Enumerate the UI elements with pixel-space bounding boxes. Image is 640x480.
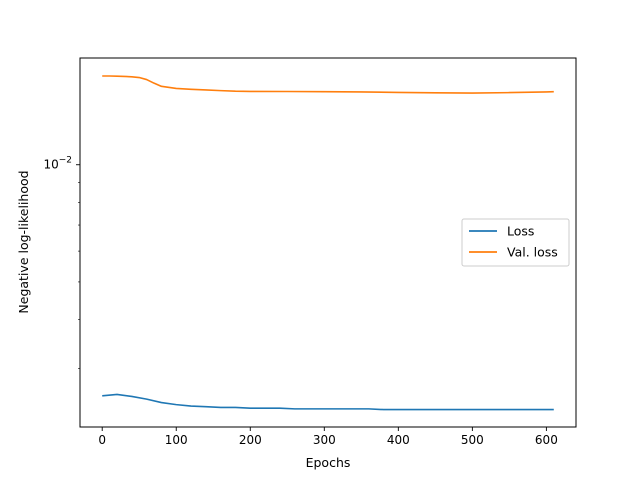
series-line-1 xyxy=(102,75,554,94)
y-tick-label: 10−2 xyxy=(43,156,72,172)
x-tick-label: 600 xyxy=(535,433,558,447)
legend: Loss Val. loss xyxy=(461,218,570,267)
x-tick-label: 0 xyxy=(98,433,106,447)
series-layer xyxy=(102,75,554,411)
x-axis-label: Epochs xyxy=(306,455,351,470)
x-tick-label: 400 xyxy=(387,433,410,447)
x-axis: 0 100 200 300 400 500 600 xyxy=(98,427,558,447)
series-line-0 xyxy=(102,393,554,411)
x-tick-label: 300 xyxy=(313,433,336,447)
y-axis: 10−2 xyxy=(43,156,80,369)
plot-area-frame xyxy=(79,57,577,428)
legend-label-1: Val. loss xyxy=(507,245,558,260)
y-axis-label: Negative log-likelihood xyxy=(16,170,31,313)
legend-label-0: Loss xyxy=(507,224,534,239)
x-tick-label: 500 xyxy=(461,433,484,447)
x-tick-label: 200 xyxy=(239,433,262,447)
x-tick-label: 100 xyxy=(165,433,188,447)
